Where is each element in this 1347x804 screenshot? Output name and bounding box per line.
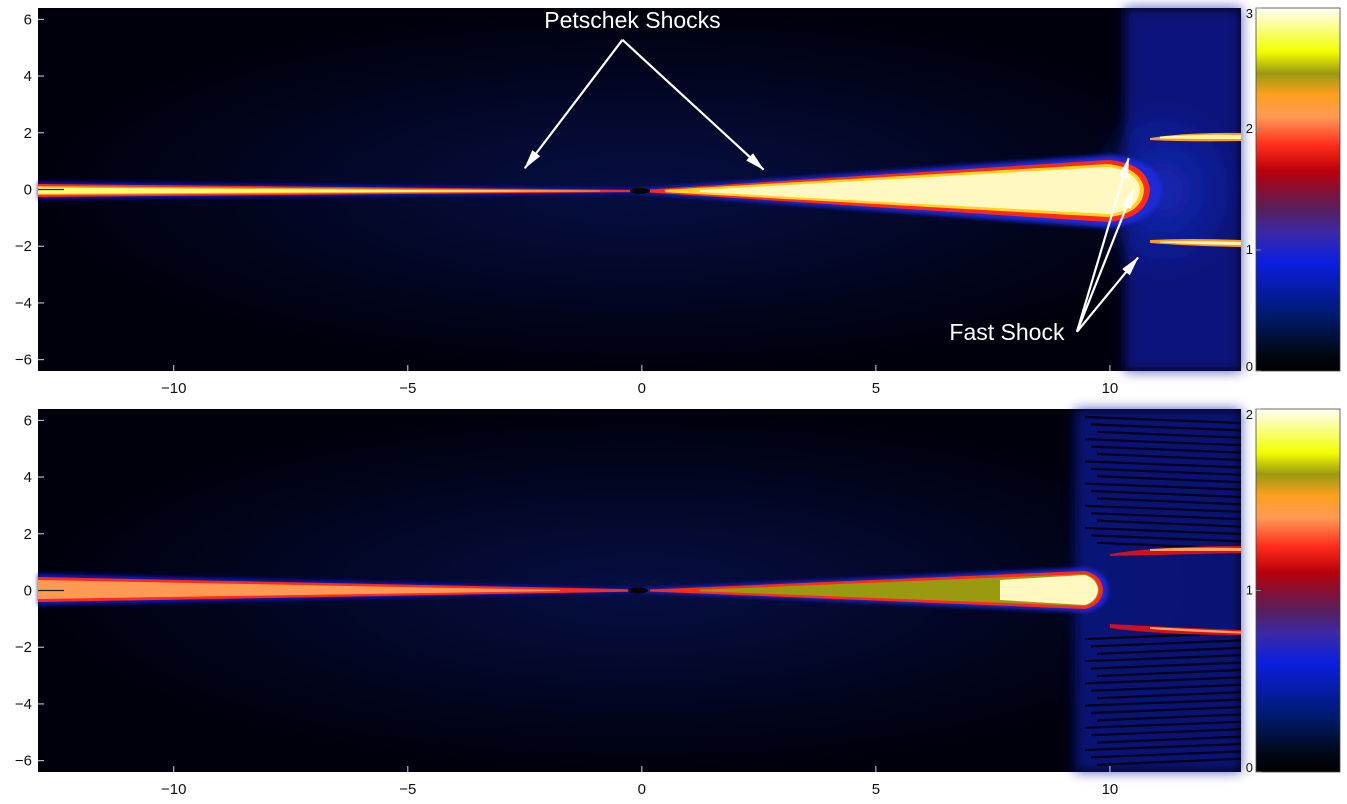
top-colorbar-strip <box>1255 7 1341 372</box>
top-colorbar-tick-label: 3 <box>1246 6 1253 21</box>
bottom-xtick-label: 10 <box>1102 781 1119 798</box>
petschek-arrow <box>621 39 765 171</box>
bottom-wave-streak <box>1096 452 1242 462</box>
bottom-xtick-label: 0 <box>638 781 646 798</box>
fast-shock-label: Fast Shock <box>949 319 1065 345</box>
bottom-wave-streak <box>1084 415 1242 425</box>
bottom-wave-streak <box>1096 735 1242 744</box>
top-right-jet <box>640 155 1162 228</box>
bottom-wave-streak <box>1084 504 1242 513</box>
bottom-ytick-label: −4 <box>15 696 32 713</box>
bottom-colorbar-tick-label: 1 <box>1246 583 1253 598</box>
top-colorbar-ticks: 0 1 2 3 <box>1246 6 1261 374</box>
bottom-colorbar-strip <box>1255 408 1341 773</box>
bottom-wave-streak <box>1090 728 1242 737</box>
bottom-y-axis: −6 −4 −2 0 2 4 6 <box>15 412 64 770</box>
top-xtick-label: 10 <box>1102 380 1119 397</box>
bottom-wave-streak <box>1084 654 1242 663</box>
bottom-colorbar-ticks: 0 1 2 <box>1246 407 1261 775</box>
top-ytick-label: 2 <box>24 125 32 142</box>
bottom-wave-streak <box>1096 497 1242 506</box>
fast-shock-arrows <box>1075 157 1139 333</box>
fast-shock-arrow <box>1075 157 1130 333</box>
fast-shock-arrow <box>1076 256 1139 333</box>
bottom-ytick-label: −6 <box>15 753 32 770</box>
top-ytick-label: −6 <box>15 352 32 369</box>
bottom-wave-streak <box>1096 691 1242 700</box>
bottom-wave-streak <box>1090 489 1242 499</box>
bottom-wave-streak <box>1090 534 1242 543</box>
top-colorbar: 0 1 2 3 <box>1246 6 1341 374</box>
top-colorbar-tick-label: 1 <box>1246 242 1253 257</box>
bottom-colorbar-tick-label: 2 <box>1246 407 1253 422</box>
top-panel: Petschek Shocks Fast Shock −10 −5 0 5 10 −6−… <box>15 7 1245 397</box>
bottom-wave-streak <box>1084 438 1242 447</box>
bottom-right-jet <box>640 568 1108 612</box>
top-x-axis: −10 −5 0 5 10 <box>161 365 1118 397</box>
bottom-wave-streak <box>1090 661 1242 670</box>
petschek-shocks-arrows <box>523 39 765 171</box>
bottom-wave-streak <box>1096 713 1242 722</box>
top-y-axis: −6 −4 −2 0 2 4 6 <box>15 11 64 369</box>
bottom-wave-streak <box>1090 683 1242 692</box>
bottom-wave-streak <box>1090 467 1242 476</box>
top-xtick-label: 5 <box>872 380 880 397</box>
top-ytick-label: −4 <box>15 295 32 312</box>
bottom-wave-streak <box>1096 430 1242 439</box>
petschek-arrow <box>523 39 624 170</box>
bottom-colorbar: 0 1 2 <box>1246 407 1341 775</box>
bottom-colorbar-tick-label: 0 <box>1246 760 1253 775</box>
top-xtick-label: −5 <box>399 380 416 397</box>
bottom-left-jet <box>38 574 640 605</box>
top-ytick-label: 0 <box>24 182 32 199</box>
bottom-xtick-label: −10 <box>161 781 186 798</box>
bottom-side-jets <box>1110 546 1241 635</box>
top-ytick-label: 6 <box>24 11 32 28</box>
bottom-wave-streak <box>1090 445 1242 454</box>
bottom-wave-streak <box>1084 698 1242 707</box>
bottom-wave-streak <box>1084 526 1242 536</box>
top-side-jets <box>1150 132 1241 247</box>
bottom-ytick-label: 4 <box>24 469 32 486</box>
bottom-wave-streak <box>1096 668 1242 678</box>
bottom-ytick-label: 6 <box>24 412 32 429</box>
bottom-ytick-label: 2 <box>24 526 32 543</box>
top-ytick-label: 4 <box>24 68 32 85</box>
bottom-wave-streak <box>1096 475 1242 484</box>
bottom-x-axis: −10 −5 0 5 10 <box>161 766 1118 798</box>
bottom-x-point <box>628 587 648 594</box>
top-colorbar-tick-label: 0 <box>1246 359 1253 374</box>
bottom-wave-streak <box>1090 750 1242 759</box>
bottom-wave-streak <box>1084 460 1242 469</box>
petschek-shocks-label: Petschek Shocks <box>544 7 720 33</box>
bottom-ytick-label: −2 <box>15 639 32 656</box>
top-x-point <box>630 188 650 194</box>
top-xtick-label: 0 <box>638 380 646 397</box>
bottom-wave-streak <box>1084 676 1242 685</box>
bottom-wave-streak <box>1096 519 1242 528</box>
bottom-wave-streak <box>1084 720 1242 729</box>
bottom-wave-streak <box>1084 742 1242 752</box>
bottom-wave-streak <box>1096 757 1242 766</box>
bottom-wave-streak <box>1090 423 1242 432</box>
bottom-xtick-label: 5 <box>872 781 880 798</box>
top-ytick-label: −2 <box>15 238 32 255</box>
top-xtick-label: −10 <box>161 380 186 397</box>
bottom-xtick-label: −5 <box>399 781 416 798</box>
bottom-wave-streak <box>1090 512 1242 521</box>
top-colorbar-tick-label: 2 <box>1246 121 1253 136</box>
bottom-wave-streak <box>1096 646 1242 655</box>
bottom-wave-streak <box>1090 639 1242 648</box>
fast-shock-arrow <box>1075 188 1135 333</box>
bottom-ytick-label: 0 <box>24 583 32 600</box>
top-left-jet <box>38 182 640 199</box>
bottom-panel: −10 −5 0 5 10 −6 −4 −2 0 2 4 6 <box>15 409 1242 798</box>
bottom-wave-streak <box>1090 705 1242 715</box>
bottom-wave-streak <box>1084 482 1242 491</box>
